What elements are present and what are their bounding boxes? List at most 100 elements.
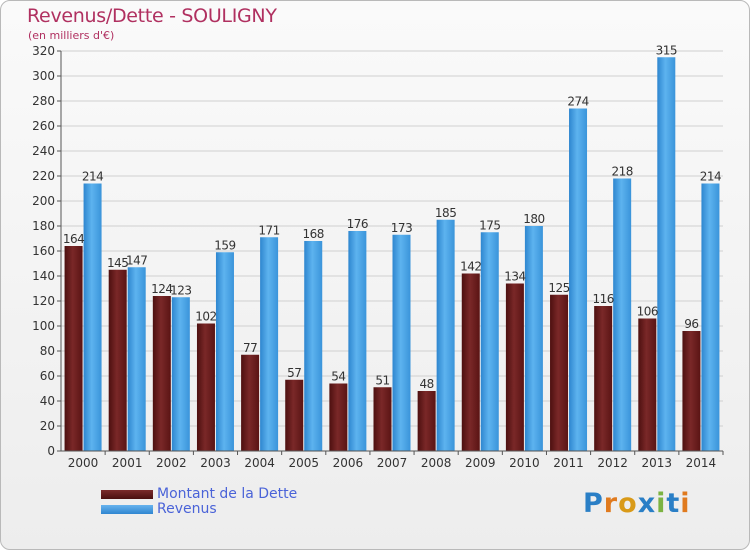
chart-subtitle: (en milliers d'€)	[28, 29, 115, 42]
data-label-revenus: 180	[523, 212, 544, 226]
bar-dette	[594, 306, 613, 451]
y-tick-label: 280	[32, 94, 55, 108]
bar-revenus	[392, 234, 411, 451]
x-tick-label: 2003	[200, 456, 231, 470]
x-tick-label: 2004	[244, 456, 275, 470]
y-tick-label: 60	[40, 369, 55, 383]
data-label-dette: 124	[151, 282, 172, 296]
legend-item-revenus: Revenus	[101, 502, 297, 517]
data-label-dette: 96	[684, 317, 698, 331]
data-label-revenus: 315	[656, 43, 677, 57]
data-label-dette: 51	[375, 373, 389, 387]
legend-swatch-dette	[101, 490, 153, 499]
y-tick-label: 300	[32, 69, 55, 83]
y-tick-label: 40	[40, 394, 55, 408]
x-tick-label: 2000	[68, 456, 99, 470]
bar-dette	[108, 269, 127, 451]
data-label-dette: 116	[592, 292, 613, 306]
data-label-revenus: 168	[303, 227, 324, 241]
bar-dette	[241, 354, 260, 451]
data-label-revenus: 173	[391, 221, 412, 235]
data-label-dette: 54	[331, 370, 345, 384]
bar-dette	[417, 391, 436, 451]
proxiti-logo: Proxiti	[583, 488, 691, 519]
bar-dette	[329, 383, 348, 451]
bar-dette	[461, 273, 480, 451]
logo-letter: i	[656, 488, 667, 519]
data-label-dette: 125	[548, 281, 569, 295]
x-tick-label: 2005	[288, 456, 319, 470]
data-label-dette: 142	[460, 260, 481, 274]
data-label-revenus: 176	[347, 217, 368, 231]
data-label-revenus: 274	[567, 95, 588, 109]
legend-label-dette: Montant de la Dette	[157, 486, 298, 502]
legend-item-dette: Montant de la Dette	[101, 487, 297, 502]
data-label-revenus: 123	[170, 283, 191, 297]
bar-dette	[152, 296, 171, 451]
chart-title: Revenus/Dette - SOULIGNY	[27, 5, 277, 27]
logo-letter: x	[637, 488, 657, 519]
logo-letter: o	[618, 488, 638, 519]
data-label-dette: 77	[243, 341, 257, 355]
data-label-revenus: 171	[258, 223, 279, 237]
data-label-revenus: 185	[435, 206, 456, 220]
bars-layer	[64, 57, 720, 451]
logo-letter: t	[666, 488, 681, 519]
bar-dette	[64, 246, 83, 451]
bar-revenus	[304, 241, 323, 451]
x-tick-label: 2006	[333, 456, 364, 470]
y-tick-label: 260	[32, 119, 55, 133]
y-tick-label: 200	[32, 194, 55, 208]
logo-letter: P	[583, 488, 604, 519]
x-tick-label: 2014	[686, 456, 717, 470]
data-label-revenus: 159	[214, 238, 235, 252]
bar-dette	[285, 379, 304, 451]
x-tick-label: 2011	[553, 456, 584, 470]
x-tick-label: 2010	[509, 456, 540, 470]
y-tick-label: 180	[32, 219, 55, 233]
legend-label-revenus: Revenus	[157, 501, 217, 517]
data-label-revenus: 214	[82, 170, 103, 184]
bar-dette	[196, 323, 215, 451]
x-tick-label: 2009	[465, 456, 496, 470]
data-label-dette: 48	[419, 377, 433, 391]
data-label-revenus: 214	[700, 170, 721, 184]
data-label-dette: 57	[287, 366, 301, 380]
bar-revenus	[83, 183, 102, 451]
bar-revenus	[215, 252, 234, 451]
data-label-revenus: 147	[126, 253, 147, 267]
legend-swatch-revenus	[101, 505, 153, 514]
bar-revenus	[701, 183, 720, 451]
data-label-dette: 145	[107, 256, 128, 270]
y-tick-label: 240	[32, 144, 55, 158]
y-tick-label: 160	[32, 244, 55, 258]
x-tick-label: 2001	[112, 456, 143, 470]
data-label-dette: 102	[195, 310, 216, 324]
y-tick-label: 140	[32, 269, 55, 283]
y-tick-label: 120	[32, 294, 55, 308]
bar-revenus	[524, 226, 543, 451]
logo-letter: r	[603, 488, 619, 519]
bar-revenus	[171, 297, 190, 451]
bar-dette	[550, 294, 569, 451]
data-label-revenus: 218	[611, 165, 632, 179]
axis-layer: 0 20 40 60 80 100 120 140 160 180 200 220 240 260 280 3…	[32, 44, 724, 470]
data-label-dette: 164	[63, 232, 84, 246]
bar-dette	[682, 331, 701, 451]
bar-revenus	[127, 267, 146, 451]
x-tick-label: 2008	[421, 456, 452, 470]
data-label-revenus: 175	[479, 218, 500, 232]
bar-revenus	[348, 231, 367, 451]
bar-dette	[505, 283, 524, 451]
logo-letter: i	[680, 488, 691, 519]
grid-layer	[61, 50, 723, 452]
x-tick-label: 2002	[156, 456, 187, 470]
y-tick-label: 20	[40, 419, 55, 433]
data-label-dette: 134	[504, 270, 525, 284]
y-tick-label: 320	[32, 44, 55, 58]
y-tick-label: 100	[32, 319, 55, 333]
bar-revenus	[613, 178, 632, 451]
